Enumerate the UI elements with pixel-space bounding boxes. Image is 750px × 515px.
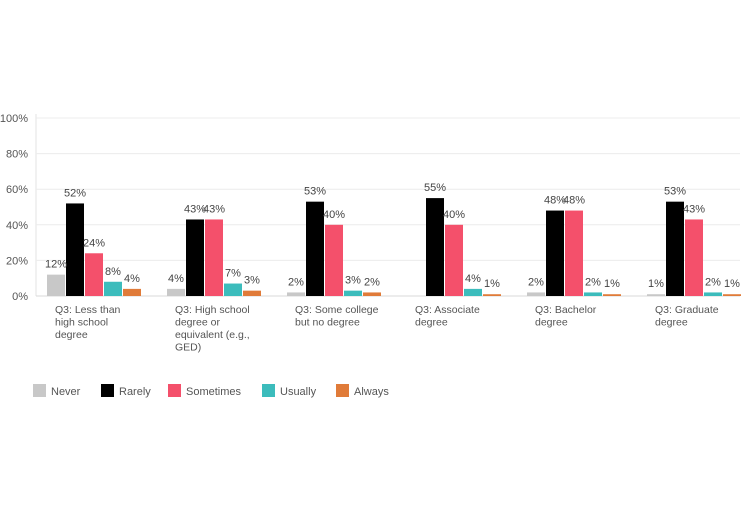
y-tick-label: 80% [6,149,28,161]
bar-never [647,294,665,296]
data-label: 55% [424,182,446,194]
data-label: 48% [563,195,585,207]
data-label: 1% [484,278,500,290]
data-label: 3% [244,275,260,287]
bar-usually [464,288,482,296]
data-labels: 12%52%24%8%4% 4%43%43%7%3% 2%53%40%3% 2%55%… [45,182,740,290]
bar-usually [224,283,242,296]
y-tick-label: 0% [12,291,28,303]
gridlines [35,114,740,297]
data-label: 43% [683,203,705,215]
data-label: 2% [364,276,380,288]
data-label: 40% [443,209,465,221]
data-label: 2% [288,276,304,288]
legend-label: Usually [280,386,317,398]
data-label: 24% [83,237,105,249]
bar-always [723,294,741,296]
bar-sometimes [565,210,583,296]
bar-rarely [306,201,324,296]
y-axis-ticks: 0% 20% 40% 60% 80% 100% [0,113,28,303]
bar-usually [344,290,362,296]
bars [47,198,741,296]
bar-usually [104,281,122,296]
y-tick-label: 60% [6,184,28,196]
legend-label: Rarely [119,386,151,398]
data-label: 4% [168,273,184,285]
bar-sometimes [445,224,463,296]
data-label: 3% [345,275,361,287]
bar-never [287,292,305,296]
data-label: 48% [544,195,566,207]
x-category-label: Q3: Some college but no degree [295,304,379,329]
legend-item-never[interactable]: Never [33,384,81,398]
bar-rarely [186,219,204,296]
data-label: 8% [105,266,121,278]
bar-never [527,292,545,296]
y-tick-label: 40% [6,220,28,232]
bar-always [363,292,381,296]
bar-always [603,294,621,296]
legend-swatch [336,384,349,397]
legend-label: Always [354,386,389,398]
x-category-label: Q3: Less than high school degree [55,304,121,341]
legend-label: Sometimes [186,386,242,398]
legend-swatch [101,384,114,397]
data-label: 1% [724,278,740,290]
legend-item-sometimes[interactable]: Sometimes [168,384,242,398]
data-label: 1% [604,278,620,290]
legend-swatch [33,384,46,397]
bar-rarely [546,210,564,296]
legend[interactable]: Never Rarely Sometimes Usually Always [33,384,389,398]
data-label: 53% [664,186,686,198]
bar-sometimes [205,219,223,296]
x-axis-categories: Q3: Less than high school degree Q3: High s… [55,304,719,354]
x-category-label: Q3: Bachelor degree [535,304,597,329]
data-label: 2% [705,276,721,288]
data-label: 2% [585,276,601,288]
bar-never [167,288,185,296]
data-label: 1% [648,278,664,290]
data-label: 43% [184,203,206,215]
bar-sometimes [685,219,703,296]
legend-item-always[interactable]: Always [336,384,389,398]
bar-always [123,288,141,296]
data-label: 40% [323,209,345,221]
legend-swatch [168,384,181,397]
bar-usually [584,292,602,296]
bar-usually [704,292,722,296]
legend-label: Never [51,386,81,398]
bar-always [483,294,501,296]
data-label: 43% [203,203,225,215]
bar-sometimes [325,224,343,296]
data-label: 2% [528,276,544,288]
bar-rarely [666,201,684,296]
data-label: 4% [124,273,140,285]
data-label: 52% [64,187,86,199]
y-tick-label: 100% [0,113,28,125]
data-label: 53% [304,186,326,198]
legend-item-rarely[interactable]: Rarely [101,384,151,398]
bar-never [47,274,65,296]
legend-swatch [262,384,275,397]
bar-rarely [426,198,444,296]
bar-always [243,290,261,296]
bar-sometimes [85,253,103,296]
x-category-label: Q3: Graduate degree [655,304,719,329]
legend-item-usually[interactable]: Usually [262,384,317,398]
bar-rarely [66,203,84,296]
data-label: 4% [465,273,481,285]
y-tick-label: 20% [6,255,28,267]
data-label: 12% [45,259,67,271]
x-category-label: Q3: High school degree or equivalent (e.g.… [175,304,250,354]
x-category-label: Q3: Associate degree [415,304,480,329]
data-label: 7% [225,268,241,280]
